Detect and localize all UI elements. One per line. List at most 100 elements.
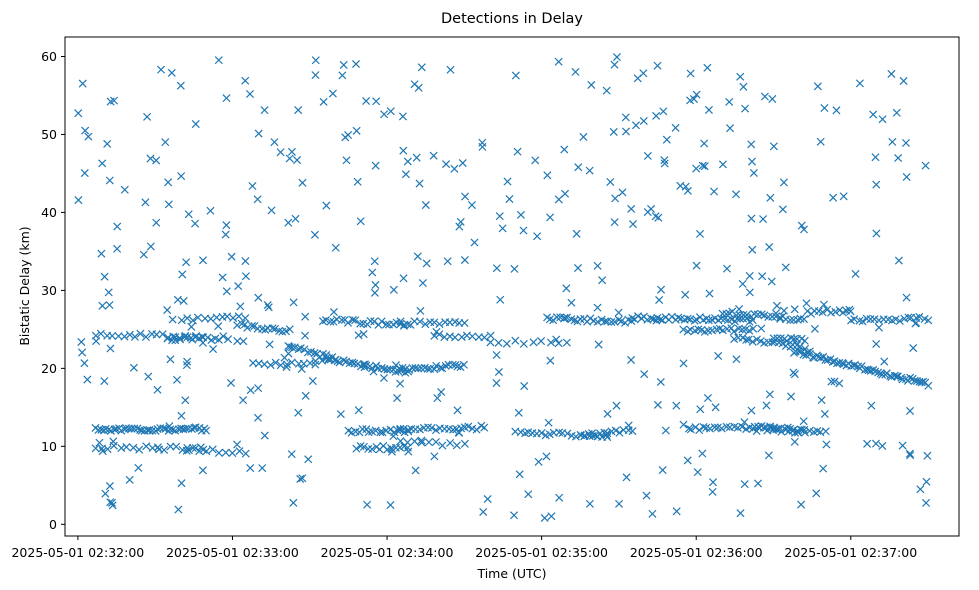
detection-point	[418, 279, 427, 288]
detection-point	[254, 384, 263, 393]
detection-point	[404, 447, 413, 456]
detection-point	[874, 316, 883, 325]
y-tick-label: 10	[41, 439, 57, 454]
detection-point	[671, 123, 680, 132]
detection-point	[106, 498, 115, 507]
detection-point	[296, 474, 305, 483]
detection-point	[389, 432, 398, 441]
detection-point	[188, 316, 197, 325]
detection-point	[163, 306, 172, 315]
detection-point	[867, 401, 876, 410]
detection-point	[790, 305, 799, 314]
detection-point	[779, 178, 788, 187]
detection-point	[376, 428, 385, 437]
detection-point	[800, 315, 809, 324]
detection-point	[421, 201, 430, 210]
detection-point	[152, 218, 161, 227]
detection-point	[209, 345, 218, 354]
detection-point	[534, 457, 543, 466]
detection-point	[915, 312, 924, 321]
detection-point	[748, 337, 757, 346]
detection-point	[660, 156, 669, 165]
detection-point	[282, 360, 292, 369]
detection-point	[435, 320, 444, 329]
detection-point	[628, 313, 637, 323]
detection-point	[904, 313, 913, 322]
detection-point	[602, 86, 611, 95]
detection-point	[438, 364, 447, 373]
detection-point	[894, 153, 903, 163]
detection-point	[694, 325, 703, 334]
detection-point	[354, 406, 363, 415]
detection-point	[732, 311, 741, 320]
detection-point	[537, 337, 546, 346]
detection-point	[371, 280, 380, 289]
detection-point	[191, 219, 200, 228]
detection-point	[917, 378, 926, 387]
detection-point	[511, 71, 520, 80]
detection-point	[710, 187, 719, 196]
detection-point	[766, 193, 775, 202]
detection-point	[786, 316, 795, 325]
detection-point	[562, 313, 572, 322]
x-tick-label: 2025-05-01 02:36:00	[630, 545, 763, 560]
detection-point	[241, 76, 250, 85]
detection-point	[736, 509, 745, 518]
detection-point	[764, 451, 773, 460]
detection-point	[92, 337, 101, 346]
x-axis: 2025-05-01 02:32:00 2025-05-01 02:33:00 20…	[11, 536, 917, 560]
detection-point	[758, 272, 767, 281]
detection-point	[436, 363, 445, 372]
detection-point	[342, 156, 351, 165]
detection-point	[468, 332, 477, 341]
detection-point	[260, 431, 269, 440]
detection-point	[139, 250, 148, 259]
detection-point	[611, 194, 620, 203]
detection-point	[177, 316, 186, 325]
detection-point	[100, 272, 109, 281]
detection-point	[855, 316, 864, 325]
detection-point	[193, 313, 202, 322]
detection-point	[692, 261, 701, 270]
detection-point	[651, 212, 660, 221]
detection-point	[143, 112, 152, 121]
detection-point	[446, 438, 455, 447]
detection-point	[164, 200, 173, 209]
detection-point	[898, 441, 907, 450]
detection-point	[146, 154, 155, 163]
detection-point	[363, 500, 372, 509]
detection-point	[159, 424, 168, 433]
detection-point	[226, 378, 236, 387]
detection-point	[156, 65, 166, 74]
detection-point	[516, 210, 525, 219]
detection-point	[311, 56, 320, 65]
detection-point	[142, 442, 151, 451]
detection-point	[486, 338, 495, 347]
detection-point	[229, 313, 238, 323]
detection-point	[872, 180, 881, 189]
detection-point	[643, 208, 652, 217]
detection-point	[494, 367, 503, 377]
detection-point	[155, 445, 164, 454]
detection-point	[800, 428, 810, 437]
detection-point	[712, 325, 721, 334]
detection-point	[467, 201, 476, 210]
detection-point	[416, 306, 425, 315]
detection-point	[360, 363, 369, 372]
detection-point	[692, 315, 701, 324]
detection-point	[653, 61, 662, 70]
detection-point	[752, 427, 761, 436]
detection-point	[254, 293, 263, 302]
detection-point	[624, 421, 633, 430]
detection-point	[112, 424, 121, 433]
detection-point	[344, 130, 353, 140]
detection-point	[214, 448, 223, 457]
detection-point	[495, 212, 504, 221]
detection-point	[747, 214, 756, 223]
detection-point	[270, 138, 279, 147]
detection-point	[782, 336, 791, 345]
detection-point	[298, 474, 307, 483]
detection-point	[748, 245, 757, 254]
detection-point	[352, 444, 361, 453]
detection-point	[686, 315, 695, 324]
